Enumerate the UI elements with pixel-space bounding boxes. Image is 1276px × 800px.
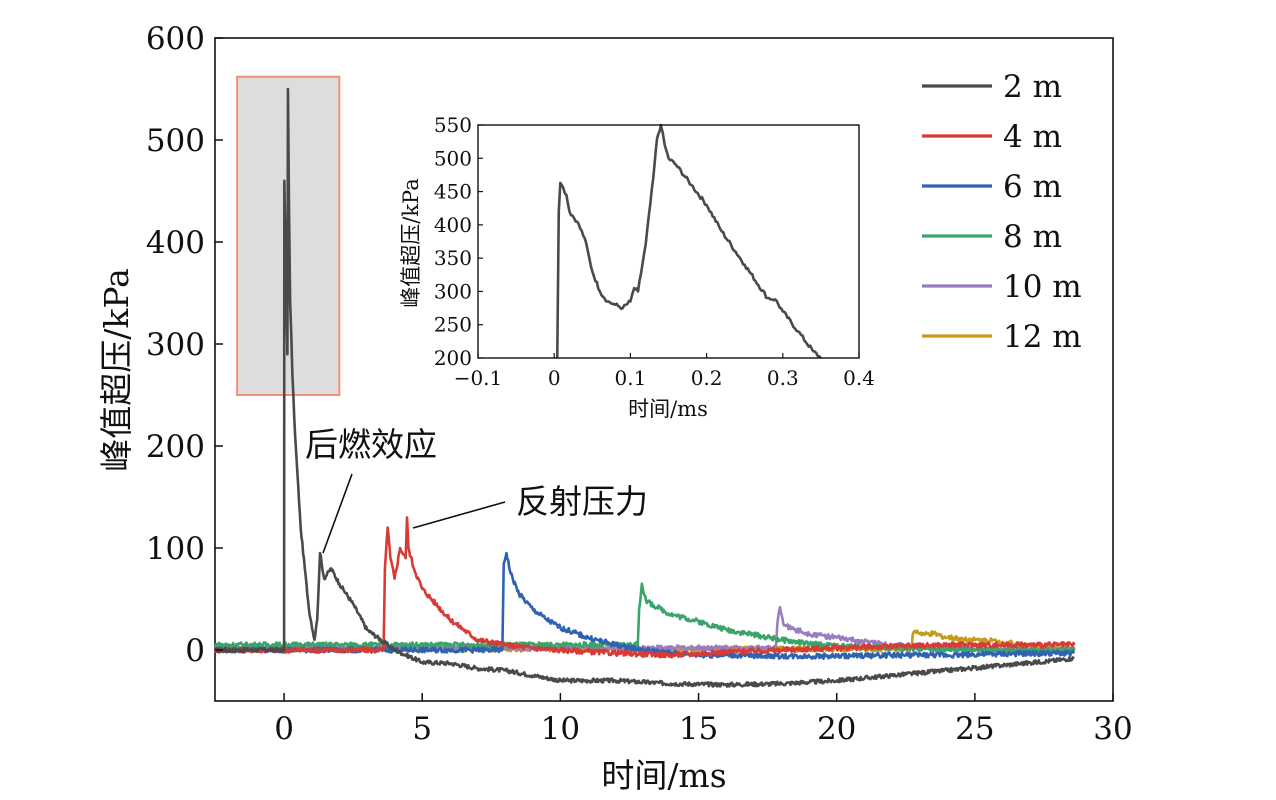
inset-x-axis-title: 时间/ms bbox=[628, 397, 708, 421]
y-tick-label: 500 bbox=[146, 123, 205, 159]
main-series-group bbox=[213, 87, 1076, 688]
inset-y-tick-label: 400 bbox=[434, 213, 472, 237]
inset-x-tick-label: 0.3 bbox=[767, 366, 799, 390]
inset-series-group bbox=[555, 123, 822, 359]
x-tick-label: 10 bbox=[541, 711, 580, 747]
inset-axis-ticks: −0.1 0 0.1 0.2 0.3 0.4 200 250 300 350 400 450 500 55… bbox=[434, 113, 875, 390]
y-tick-label: 0 bbox=[185, 633, 205, 669]
legend-label-10m: 10 m bbox=[1003, 269, 1082, 305]
annotation-afterburn: 后燃效应 bbox=[305, 425, 437, 464]
inset-background bbox=[478, 125, 859, 358]
y-tick-label: 400 bbox=[146, 225, 205, 261]
legend-label-6m: 6 m bbox=[1003, 169, 1062, 205]
y-tick-label: 100 bbox=[146, 531, 205, 567]
inset-plot-area bbox=[477, 124, 860, 359]
y-tick-label: 300 bbox=[146, 327, 205, 363]
inset-y-tick-label: 250 bbox=[434, 313, 472, 337]
x-tick-label: 25 bbox=[955, 711, 994, 747]
x-axis-title: 时间/ms bbox=[601, 756, 726, 795]
x-tick-label: 20 bbox=[817, 711, 856, 747]
inset-y-tick-label: 450 bbox=[434, 180, 472, 204]
x-tick-label: 15 bbox=[679, 711, 718, 747]
x-tick-label: 30 bbox=[1093, 711, 1132, 747]
x-tick-label: 5 bbox=[412, 711, 432, 747]
inset-y-tick-label: 500 bbox=[434, 146, 472, 170]
x-tick-label: 0 bbox=[274, 711, 294, 747]
annotation-leader-reflected bbox=[412, 501, 506, 529]
legend-label-2m: 2 m bbox=[1003, 69, 1062, 105]
annotation-leader-afterburn bbox=[322, 473, 353, 554]
legend: 2 m 4 m 6 m 8 m 10 m 12 m bbox=[922, 69, 1082, 355]
series-line-4m bbox=[213, 516, 1076, 659]
y-tick-label: 200 bbox=[146, 429, 205, 465]
series-line-8m bbox=[214, 582, 1076, 654]
annotation-reflected: 反射压力 bbox=[516, 482, 648, 521]
legend-label-12m: 12 m bbox=[1003, 319, 1082, 355]
inset-x-tick-label: 0.1 bbox=[614, 366, 646, 390]
inset-y-tick-label: 350 bbox=[434, 246, 472, 270]
inset-x-tick-label: −0.1 bbox=[454, 366, 503, 390]
main-plot-area bbox=[214, 37, 1114, 702]
inset-y-tick-label: 200 bbox=[434, 346, 472, 370]
inset-x-tick-label: 0.2 bbox=[691, 366, 723, 390]
y-tick-label: 600 bbox=[146, 21, 205, 57]
legend-label-8m: 8 m bbox=[1003, 219, 1062, 255]
inset-plot: −0.1 0 0.1 0.2 0.3 0.4 200 250 300 350 400 450 500 55… bbox=[399, 113, 875, 421]
inset-x-tick-label: 0 bbox=[548, 366, 561, 390]
inset-series-line-2m bbox=[555, 123, 822, 359]
y-axis-title: 峰值超压/kPa bbox=[97, 268, 136, 472]
inset-x-tick-label: 0.4 bbox=[843, 366, 875, 390]
annotations: 后燃效应 反射压力 bbox=[305, 425, 648, 554]
legend-label-4m: 4 m bbox=[1003, 119, 1062, 155]
inset-y-tick-label: 550 bbox=[434, 113, 472, 137]
inset-y-axis-title: 峰值超压/kPa bbox=[399, 178, 423, 308]
inset-y-tick-label: 300 bbox=[434, 279, 472, 303]
series-line-2m bbox=[213, 87, 1075, 688]
